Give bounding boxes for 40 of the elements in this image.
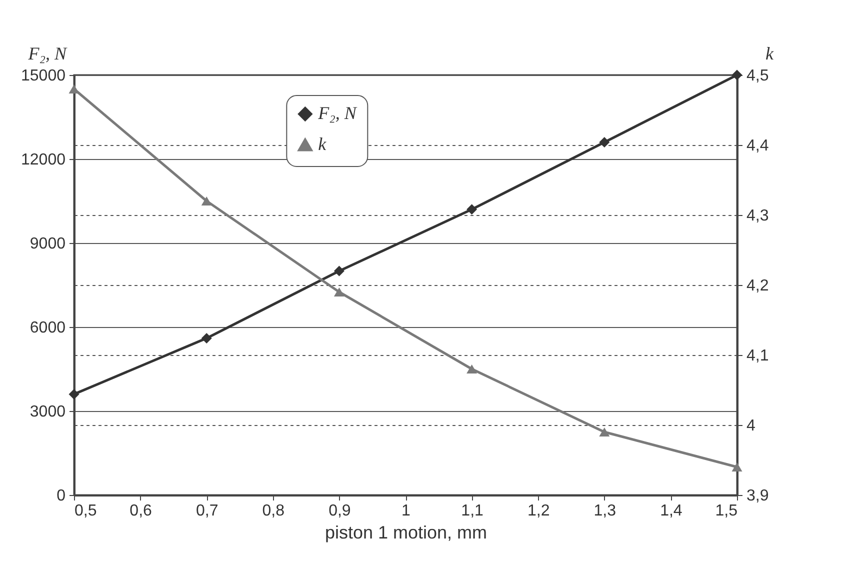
y-tick-label: 9000 <box>30 236 66 252</box>
y2-tick-label: 4 <box>746 418 756 434</box>
point <box>466 364 478 374</box>
legend-label: k <box>318 134 328 154</box>
y-axis-title: F₂, N <box>27 44 68 64</box>
y2-tick-label: 4,1 <box>746 348 769 364</box>
y-tick-label: 15000 <box>21 68 66 84</box>
y2-axis-title: k <box>766 44 774 64</box>
y-tick-label: 6000 <box>30 320 66 336</box>
y2-tick-label: 4,5 <box>746 68 769 84</box>
y2-tick-label: 4,4 <box>746 138 769 154</box>
x-tick-label: 0,6 <box>130 502 152 520</box>
y2-tick-label: 4,2 <box>746 278 769 294</box>
point <box>466 204 478 215</box>
x-tick-label: 0,9 <box>328 502 351 520</box>
point <box>599 136 610 148</box>
x-tick-label: 1,2 <box>527 502 550 520</box>
point <box>732 462 742 472</box>
y2-tick-label: 3,9 <box>746 488 769 504</box>
x-tick-label: 1,4 <box>660 502 682 520</box>
x-tick-label: 1,1 <box>461 502 484 520</box>
y-tick-label: 0 <box>56 488 66 504</box>
point <box>599 427 610 437</box>
y-tick-label: 12000 <box>21 152 66 168</box>
x-tick-label: 1 <box>402 502 411 520</box>
x-axis-title: piston 1 motion, mm <box>324 522 488 542</box>
point <box>68 388 80 400</box>
x-tick-label: 1,3 <box>594 502 616 520</box>
x-tick-label: 0,5 <box>74 502 97 520</box>
x-tick-label: 1,5 <box>715 502 738 520</box>
point <box>201 332 212 344</box>
y2-tick-label: 4,3 <box>746 208 769 224</box>
point <box>334 287 344 297</box>
x-tick-label: 0,7 <box>196 502 218 520</box>
point <box>732 70 742 80</box>
y-tick-label: 3000 <box>30 404 66 420</box>
x-tick-label: 0,8 <box>262 502 285 520</box>
point <box>334 266 344 276</box>
point <box>201 196 212 206</box>
legend-label: F₂, N <box>317 103 358 123</box>
